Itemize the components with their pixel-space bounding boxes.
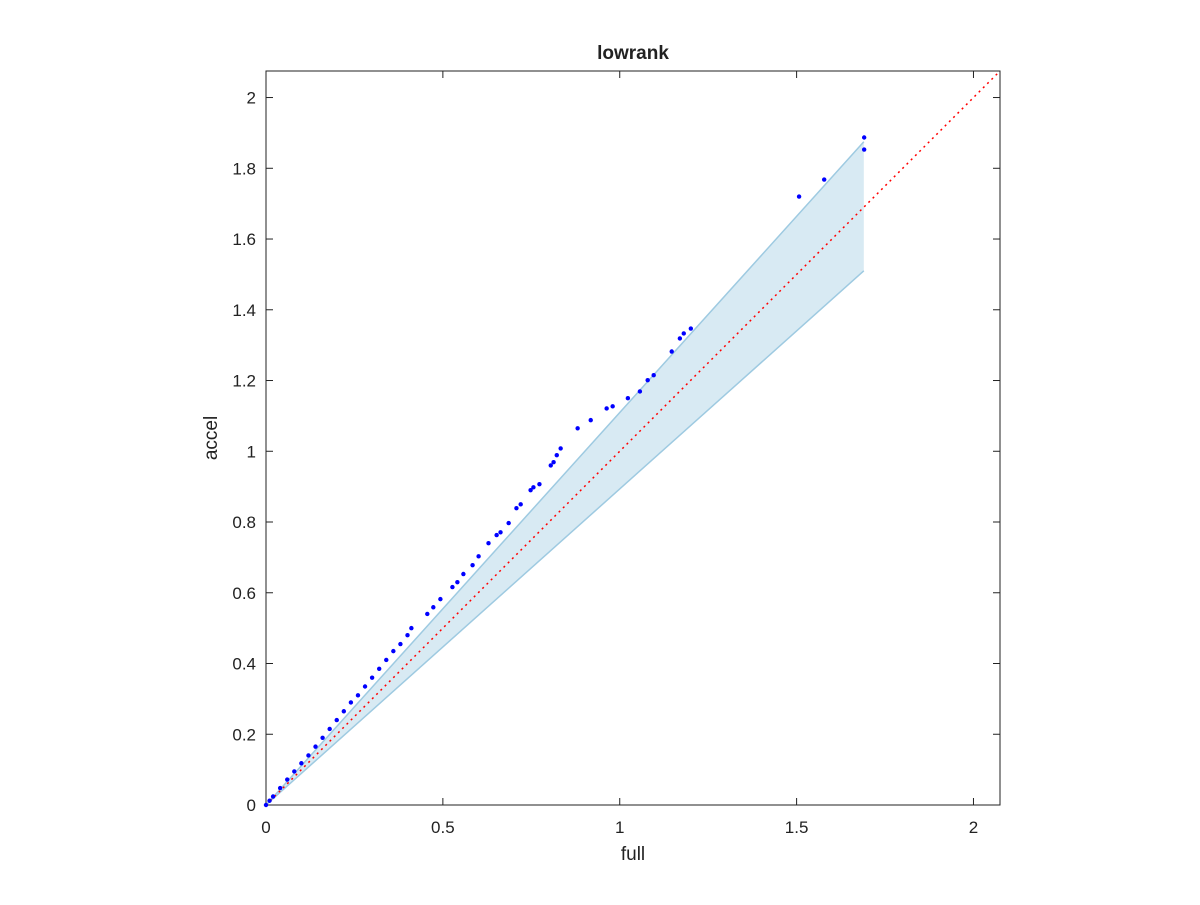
axes-box <box>265 70 1001 806</box>
point <box>341 709 347 714</box>
point <box>267 798 272 803</box>
point <box>384 657 389 663</box>
y-tick-label: 2 <box>247 89 256 108</box>
point <box>438 596 443 602</box>
point <box>334 717 339 723</box>
point <box>299 761 304 766</box>
point <box>537 481 542 487</box>
point <box>486 541 491 546</box>
point <box>292 769 297 774</box>
point <box>376 666 382 672</box>
point <box>625 396 631 401</box>
point <box>327 726 332 732</box>
point <box>651 373 656 378</box>
point <box>476 554 481 559</box>
point <box>604 406 609 411</box>
point <box>348 700 354 705</box>
point <box>588 417 593 423</box>
x-axis-label: full <box>621 844 645 865</box>
point <box>263 802 269 808</box>
band-edge <box>265 270 865 806</box>
y-tick-label: 0.2 <box>232 725 256 744</box>
chart-title: lowrank <box>597 43 669 64</box>
y-axis-label: accel <box>201 416 222 460</box>
point <box>637 389 643 394</box>
point <box>681 331 686 336</box>
point <box>551 460 556 465</box>
point <box>494 532 499 538</box>
x-tick-label: 1 <box>615 818 624 837</box>
x-tick-label: 1.5 <box>785 818 809 837</box>
point <box>391 648 396 654</box>
point <box>409 625 414 631</box>
point <box>554 452 559 458</box>
point <box>669 349 674 354</box>
point <box>355 693 361 698</box>
point <box>821 177 827 182</box>
band-edge <box>265 141 865 806</box>
point <box>277 785 283 791</box>
point <box>796 194 802 199</box>
point <box>610 404 615 409</box>
point <box>362 684 368 689</box>
y-tick-label: 0.6 <box>232 584 256 603</box>
y-tick-label: 1.2 <box>232 372 256 391</box>
point <box>306 753 311 758</box>
point <box>425 611 430 617</box>
point <box>528 487 533 493</box>
point <box>313 744 318 749</box>
point <box>575 426 580 431</box>
y-tick-label: 0.4 <box>232 655 256 674</box>
point <box>861 147 867 152</box>
point <box>270 794 276 799</box>
point <box>677 336 683 341</box>
point <box>548 463 553 468</box>
point <box>498 530 503 535</box>
point <box>455 579 460 585</box>
point <box>320 735 325 740</box>
point <box>514 506 519 511</box>
point <box>645 377 650 383</box>
point <box>450 584 455 590</box>
point <box>405 633 410 638</box>
y-tick-label: 1.4 <box>232 301 256 320</box>
y-tick-label: 1 <box>247 442 256 461</box>
point <box>470 562 475 568</box>
y-tick-label: 0 <box>247 796 256 815</box>
point <box>531 485 536 490</box>
reference-line <box>265 70 1001 806</box>
y-tick-label: 0.8 <box>232 513 256 532</box>
point <box>861 135 867 140</box>
point <box>431 605 436 610</box>
point <box>558 446 563 451</box>
point <box>398 641 403 647</box>
point <box>461 571 466 577</box>
y-tick-label: 1.8 <box>232 159 256 178</box>
y-tick-label: 1.6 <box>232 230 256 249</box>
x-tick-label: 2 <box>969 818 978 837</box>
point <box>506 520 511 526</box>
point <box>369 675 375 680</box>
point <box>688 326 694 331</box>
x-tick-label: 0.5 <box>431 818 455 837</box>
point <box>285 777 290 782</box>
point <box>518 502 523 507</box>
x-tick-label: 0 <box>261 818 270 837</box>
